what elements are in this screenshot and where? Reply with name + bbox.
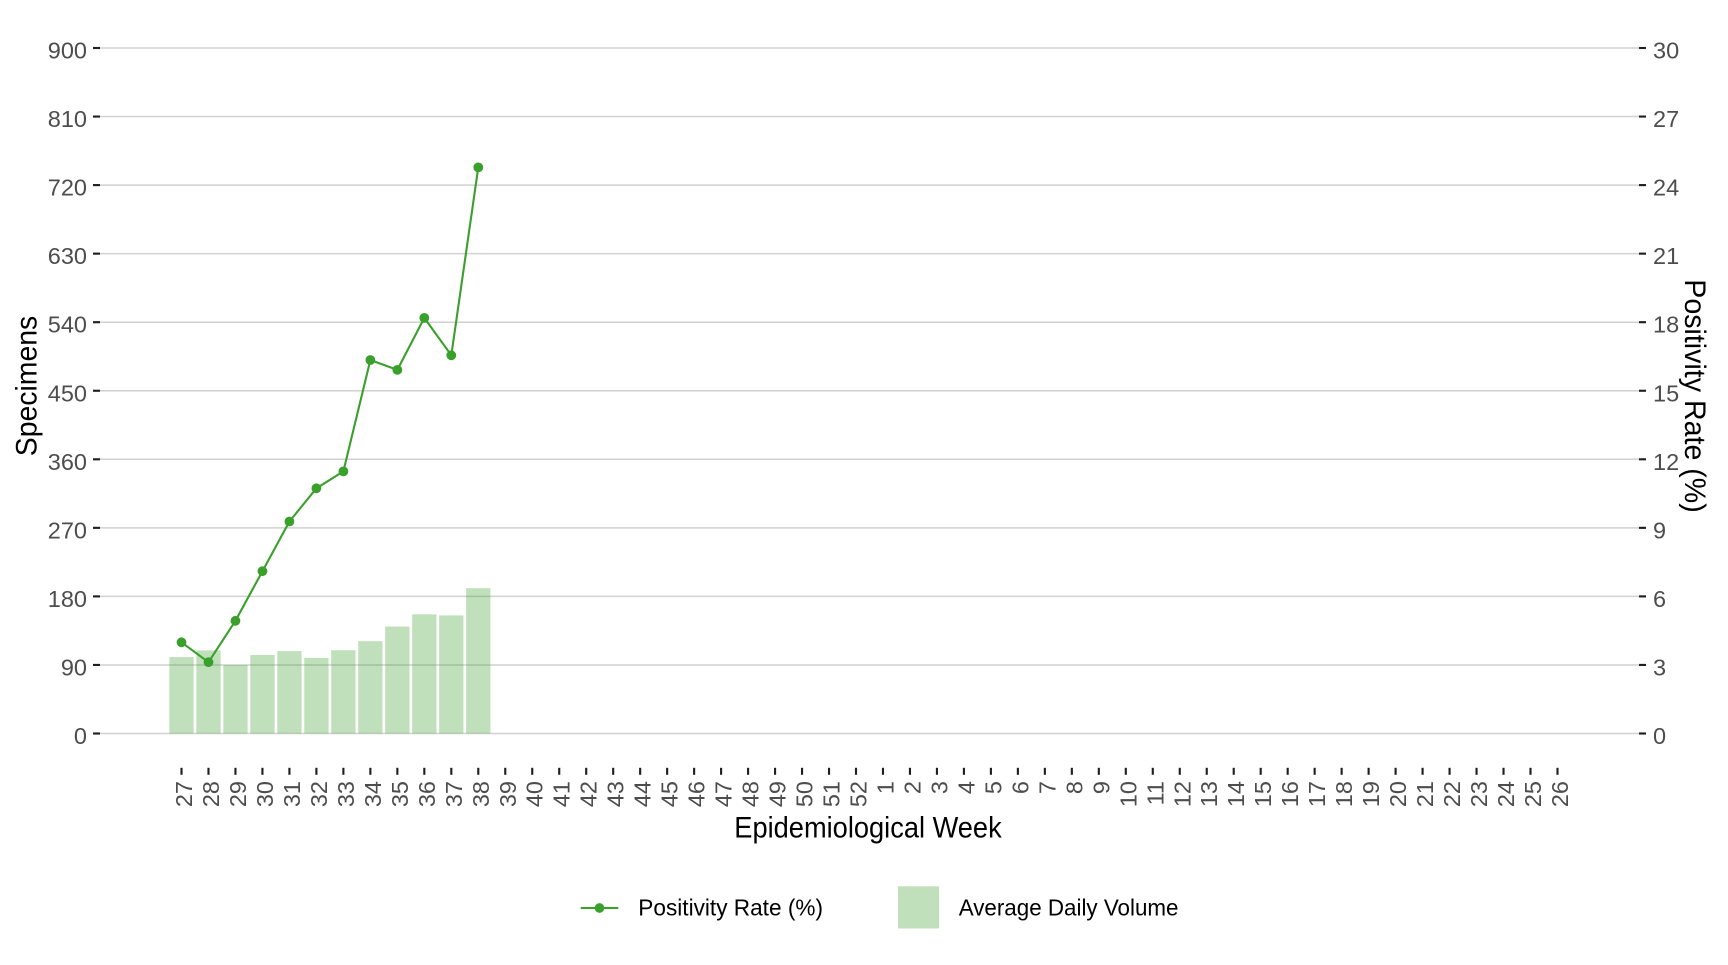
svg-text:20: 20 <box>1385 781 1411 807</box>
svg-text:46: 46 <box>684 781 710 807</box>
svg-text:50: 50 <box>792 781 818 807</box>
svg-text:45: 45 <box>657 781 683 807</box>
svg-text:48: 48 <box>738 781 764 807</box>
svg-text:27: 27 <box>1653 106 1679 132</box>
svg-text:9: 9 <box>1088 781 1114 794</box>
svg-text:31: 31 <box>279 781 305 807</box>
svg-text:47: 47 <box>711 781 737 807</box>
svg-text:900: 900 <box>48 38 87 64</box>
svg-text:450: 450 <box>48 380 87 406</box>
svg-text:630: 630 <box>48 243 87 269</box>
svg-text:2: 2 <box>899 781 925 794</box>
svg-text:6: 6 <box>1653 586 1666 612</box>
svg-text:23: 23 <box>1466 781 1492 807</box>
svg-text:26: 26 <box>1547 781 1573 807</box>
svg-text:6: 6 <box>1007 781 1033 794</box>
svg-text:720: 720 <box>48 175 87 201</box>
svg-text:18: 18 <box>1331 781 1357 807</box>
svg-text:Positivity Rate (%): Positivity Rate (%) <box>1678 279 1711 513</box>
svg-text:4: 4 <box>953 781 979 794</box>
svg-text:9: 9 <box>1653 517 1666 543</box>
svg-text:3: 3 <box>926 781 952 794</box>
svg-text:32: 32 <box>306 781 332 807</box>
svg-text:0: 0 <box>1653 723 1666 749</box>
svg-text:90: 90 <box>61 654 87 680</box>
svg-text:49: 49 <box>765 781 791 807</box>
svg-text:16: 16 <box>1277 781 1303 807</box>
svg-text:10: 10 <box>1115 781 1141 807</box>
svg-text:15: 15 <box>1250 781 1276 807</box>
svg-text:30: 30 <box>252 781 278 807</box>
svg-text:8: 8 <box>1061 781 1087 794</box>
svg-text:15: 15 <box>1653 380 1679 406</box>
svg-text:13: 13 <box>1196 781 1222 807</box>
svg-text:52: 52 <box>846 781 872 807</box>
svg-text:180: 180 <box>48 586 87 612</box>
svg-text:22: 22 <box>1439 781 1465 807</box>
svg-text:39: 39 <box>495 781 521 807</box>
svg-text:21: 21 <box>1412 781 1438 807</box>
svg-text:51: 51 <box>819 781 845 807</box>
svg-text:41: 41 <box>549 781 575 807</box>
svg-text:33: 33 <box>333 781 359 807</box>
svg-text:Positivity Rate (%): Positivity Rate (%) <box>638 895 823 921</box>
svg-text:35: 35 <box>387 781 413 807</box>
svg-text:12: 12 <box>1169 781 1195 807</box>
svg-text:43: 43 <box>603 781 629 807</box>
svg-text:Epidemiological Week: Epidemiological Week <box>734 812 1002 845</box>
svg-text:7: 7 <box>1034 781 1060 794</box>
svg-text:29: 29 <box>225 781 251 807</box>
svg-text:44: 44 <box>630 781 656 807</box>
svg-text:25: 25 <box>1520 781 1546 807</box>
svg-text:810: 810 <box>48 106 87 132</box>
svg-text:14: 14 <box>1223 781 1249 807</box>
svg-text:270: 270 <box>48 517 87 543</box>
svg-text:34: 34 <box>360 781 386 807</box>
svg-text:Specimens: Specimens <box>11 316 44 457</box>
svg-text:19: 19 <box>1358 781 1384 807</box>
svg-text:36: 36 <box>414 781 440 807</box>
svg-text:3: 3 <box>1653 654 1666 680</box>
svg-text:5: 5 <box>980 781 1006 794</box>
svg-text:24: 24 <box>1493 781 1519 807</box>
svg-text:37: 37 <box>441 781 467 807</box>
svg-text:28: 28 <box>198 781 224 807</box>
svg-text:30: 30 <box>1653 38 1679 64</box>
svg-text:12: 12 <box>1653 449 1679 475</box>
svg-text:42: 42 <box>576 781 602 807</box>
svg-text:11: 11 <box>1142 781 1168 805</box>
svg-text:0: 0 <box>74 723 87 749</box>
svg-text:18: 18 <box>1653 312 1679 338</box>
svg-text:27: 27 <box>171 781 197 807</box>
svg-text:17: 17 <box>1304 781 1330 807</box>
svg-text:540: 540 <box>48 312 87 338</box>
svg-text:21: 21 <box>1653 243 1679 269</box>
svg-text:Average Daily Volume: Average Daily Volume <box>959 895 1179 921</box>
svg-text:24: 24 <box>1653 175 1679 201</box>
svg-text:38: 38 <box>468 781 494 807</box>
svg-text:40: 40 <box>522 781 548 807</box>
svg-text:360: 360 <box>48 449 87 475</box>
svg-text:1: 1 <box>872 781 898 794</box>
